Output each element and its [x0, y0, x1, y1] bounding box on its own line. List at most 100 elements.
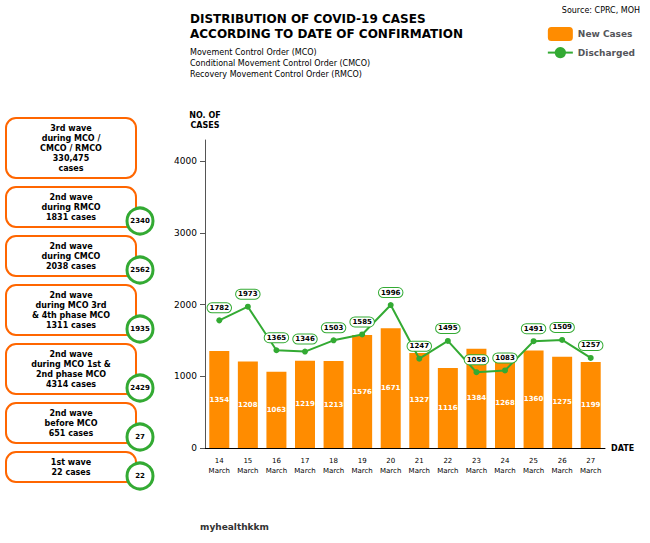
svg-text:March: March — [409, 467, 430, 475]
svg-text:March: March — [323, 467, 344, 475]
svg-text:2nd wave: 2nd wave — [49, 193, 93, 202]
svg-text:during CMCO: during CMCO — [42, 252, 101, 261]
svg-text:1058: 1058 — [467, 356, 487, 364]
svg-text:21: 21 — [415, 457, 424, 465]
svg-text:1996: 1996 — [381, 289, 401, 297]
svg-text:1365: 1365 — [267, 334, 287, 342]
svg-text:March: March — [351, 467, 372, 475]
svg-text:1116: 1116 — [438, 404, 458, 412]
svg-text:1935: 1935 — [130, 325, 150, 333]
svg-text:27: 27 — [586, 457, 595, 465]
svg-text:cases: cases — [58, 164, 83, 173]
svg-text:20: 20 — [386, 457, 395, 465]
svg-text:March: March — [294, 467, 315, 475]
svg-text:March: March — [523, 467, 544, 475]
svg-text:4314 cases: 4314 cases — [46, 380, 96, 389]
svg-text:during MCO 1st &: during MCO 1st & — [31, 360, 111, 369]
svg-text:before MCO: before MCO — [45, 419, 98, 428]
svg-text:March: March — [551, 467, 572, 475]
svg-text:1503: 1503 — [324, 324, 344, 332]
svg-text:14: 14 — [215, 457, 224, 465]
svg-text:2nd wave: 2nd wave — [49, 350, 93, 359]
svg-text:1268: 1268 — [495, 399, 515, 407]
svg-text:Conditional Movement Control O: Conditional Movement Control Order (CMCO… — [190, 59, 370, 68]
svg-text:1495: 1495 — [438, 324, 458, 332]
svg-text:2562: 2562 — [130, 266, 150, 274]
svg-text:15: 15 — [243, 457, 252, 465]
svg-text:18: 18 — [329, 457, 338, 465]
svg-text:& 4th phase MCO: & 4th phase MCO — [32, 311, 110, 320]
svg-text:1327: 1327 — [410, 396, 430, 404]
svg-text:March: March — [380, 467, 401, 475]
svg-text:1576: 1576 — [352, 388, 372, 396]
svg-text:1782: 1782 — [210, 304, 230, 312]
svg-text:during MCO /: during MCO / — [42, 134, 101, 143]
svg-text:CASES: CASES — [190, 121, 219, 130]
svg-text:24: 24 — [501, 457, 510, 465]
svg-text:19: 19 — [358, 457, 367, 465]
svg-text:March: March — [466, 467, 487, 475]
svg-text:March: March — [494, 467, 515, 475]
svg-text:myhealthkkm: myhealthkkm — [200, 522, 269, 532]
svg-text:25: 25 — [529, 457, 538, 465]
svg-text:27: 27 — [135, 433, 145, 441]
svg-text:March: March — [209, 467, 230, 475]
svg-text:1247: 1247 — [410, 342, 430, 350]
svg-text:651 cases: 651 cases — [49, 429, 94, 438]
svg-text:1000: 1000 — [174, 371, 197, 381]
svg-text:1671: 1671 — [381, 384, 401, 392]
svg-text:1257: 1257 — [581, 341, 601, 349]
svg-text:during RMCO: during RMCO — [41, 203, 100, 212]
svg-text:1491: 1491 — [524, 325, 544, 333]
svg-text:3000: 3000 — [174, 228, 197, 238]
svg-text:0: 0 — [191, 443, 197, 453]
svg-text:March: March — [437, 467, 458, 475]
svg-text:1354: 1354 — [210, 396, 230, 404]
svg-text:DATE: DATE — [611, 444, 634, 453]
svg-text:1208: 1208 — [238, 401, 258, 409]
svg-text:1199: 1199 — [581, 401, 601, 409]
svg-text:26: 26 — [558, 457, 567, 465]
svg-text:1213: 1213 — [324, 401, 344, 409]
svg-text:2nd wave: 2nd wave — [49, 291, 93, 300]
svg-text:1083: 1083 — [495, 354, 515, 362]
svg-text:March: March — [266, 467, 287, 475]
svg-text:2nd phase MCO: 2nd phase MCO — [36, 370, 106, 379]
svg-text:CMCO / RMCO: CMCO / RMCO — [40, 144, 102, 153]
svg-text:2nd wave: 2nd wave — [49, 242, 93, 251]
svg-text:1st wave: 1st wave — [51, 458, 92, 467]
svg-text:NO. OF: NO. OF — [189, 111, 220, 120]
svg-text:22: 22 — [135, 472, 145, 480]
svg-text:March: March — [237, 467, 258, 475]
svg-text:1509: 1509 — [552, 323, 572, 331]
svg-text:1585: 1585 — [352, 318, 372, 326]
svg-text:1219: 1219 — [295, 400, 315, 408]
svg-text:4000: 4000 — [174, 156, 197, 166]
svg-text:DISTRIBUTION OF COVID-19 CASES: DISTRIBUTION OF COVID-19 CASES — [190, 12, 426, 26]
svg-text:2340: 2340 — [130, 217, 150, 225]
svg-text:22 cases: 22 cases — [51, 468, 90, 477]
svg-text:23: 23 — [472, 457, 481, 465]
svg-text:1275: 1275 — [552, 398, 572, 406]
svg-text:2nd wave: 2nd wave — [49, 409, 93, 418]
svg-text:2038 cases: 2038 cases — [46, 262, 96, 271]
svg-text:Source: CPRC, MOH: Source: CPRC, MOH — [562, 6, 640, 15]
svg-text:17: 17 — [301, 457, 310, 465]
svg-text:Discharged: Discharged — [578, 48, 635, 58]
svg-text:March: March — [580, 467, 601, 475]
svg-text:22: 22 — [443, 457, 452, 465]
svg-text:16: 16 — [272, 457, 281, 465]
svg-text:Recovery Movement Control Orde: Recovery Movement Control Order (RMCO) — [190, 70, 362, 79]
svg-text:1973: 1973 — [238, 290, 258, 298]
svg-text:1384: 1384 — [467, 394, 487, 402]
svg-text:1831 cases: 1831 cases — [46, 213, 96, 222]
svg-text:2429: 2429 — [130, 384, 150, 392]
svg-text:New Cases: New Cases — [578, 29, 633, 39]
svg-text:during MCO 3rd: during MCO 3rd — [36, 301, 107, 310]
svg-text:Movement Control Order (MCO): Movement Control Order (MCO) — [190, 48, 317, 57]
svg-text:2000: 2000 — [174, 300, 197, 310]
svg-text:ACCORDING TO DATE OF CONFIRMAT: ACCORDING TO DATE OF CONFIRMATION — [190, 27, 463, 41]
svg-text:1063: 1063 — [267, 406, 287, 414]
svg-text:1346: 1346 — [295, 335, 315, 343]
svg-text:3rd wave: 3rd wave — [50, 124, 92, 133]
